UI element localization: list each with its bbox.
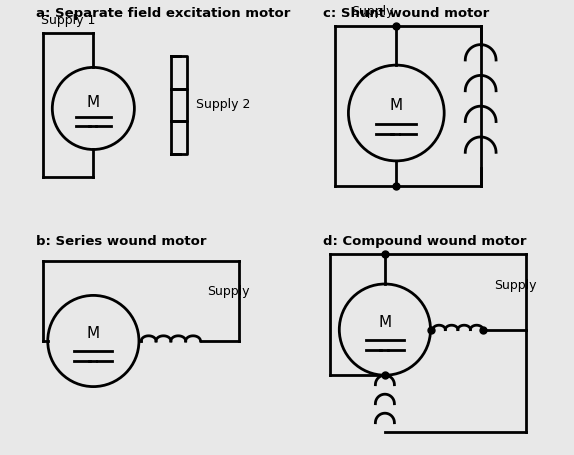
Text: Supply 2: Supply 2 [196, 98, 250, 111]
Text: Supply: Supply [351, 5, 393, 18]
Text: M: M [390, 98, 403, 113]
Text: Supply: Supply [207, 285, 250, 298]
Text: a: Separate field excitation motor: a: Separate field excitation motor [36, 7, 290, 20]
Text: M: M [378, 314, 391, 329]
Text: M: M [87, 326, 100, 340]
Text: d: Compound wound motor: d: Compound wound motor [323, 234, 527, 248]
Text: c: Shunt wound motor: c: Shunt wound motor [323, 7, 490, 20]
Text: Supply 1: Supply 1 [41, 14, 95, 27]
Text: Supply: Supply [494, 278, 537, 291]
Text: b: Series wound motor: b: Series wound motor [36, 234, 207, 248]
Text: M: M [87, 94, 100, 109]
